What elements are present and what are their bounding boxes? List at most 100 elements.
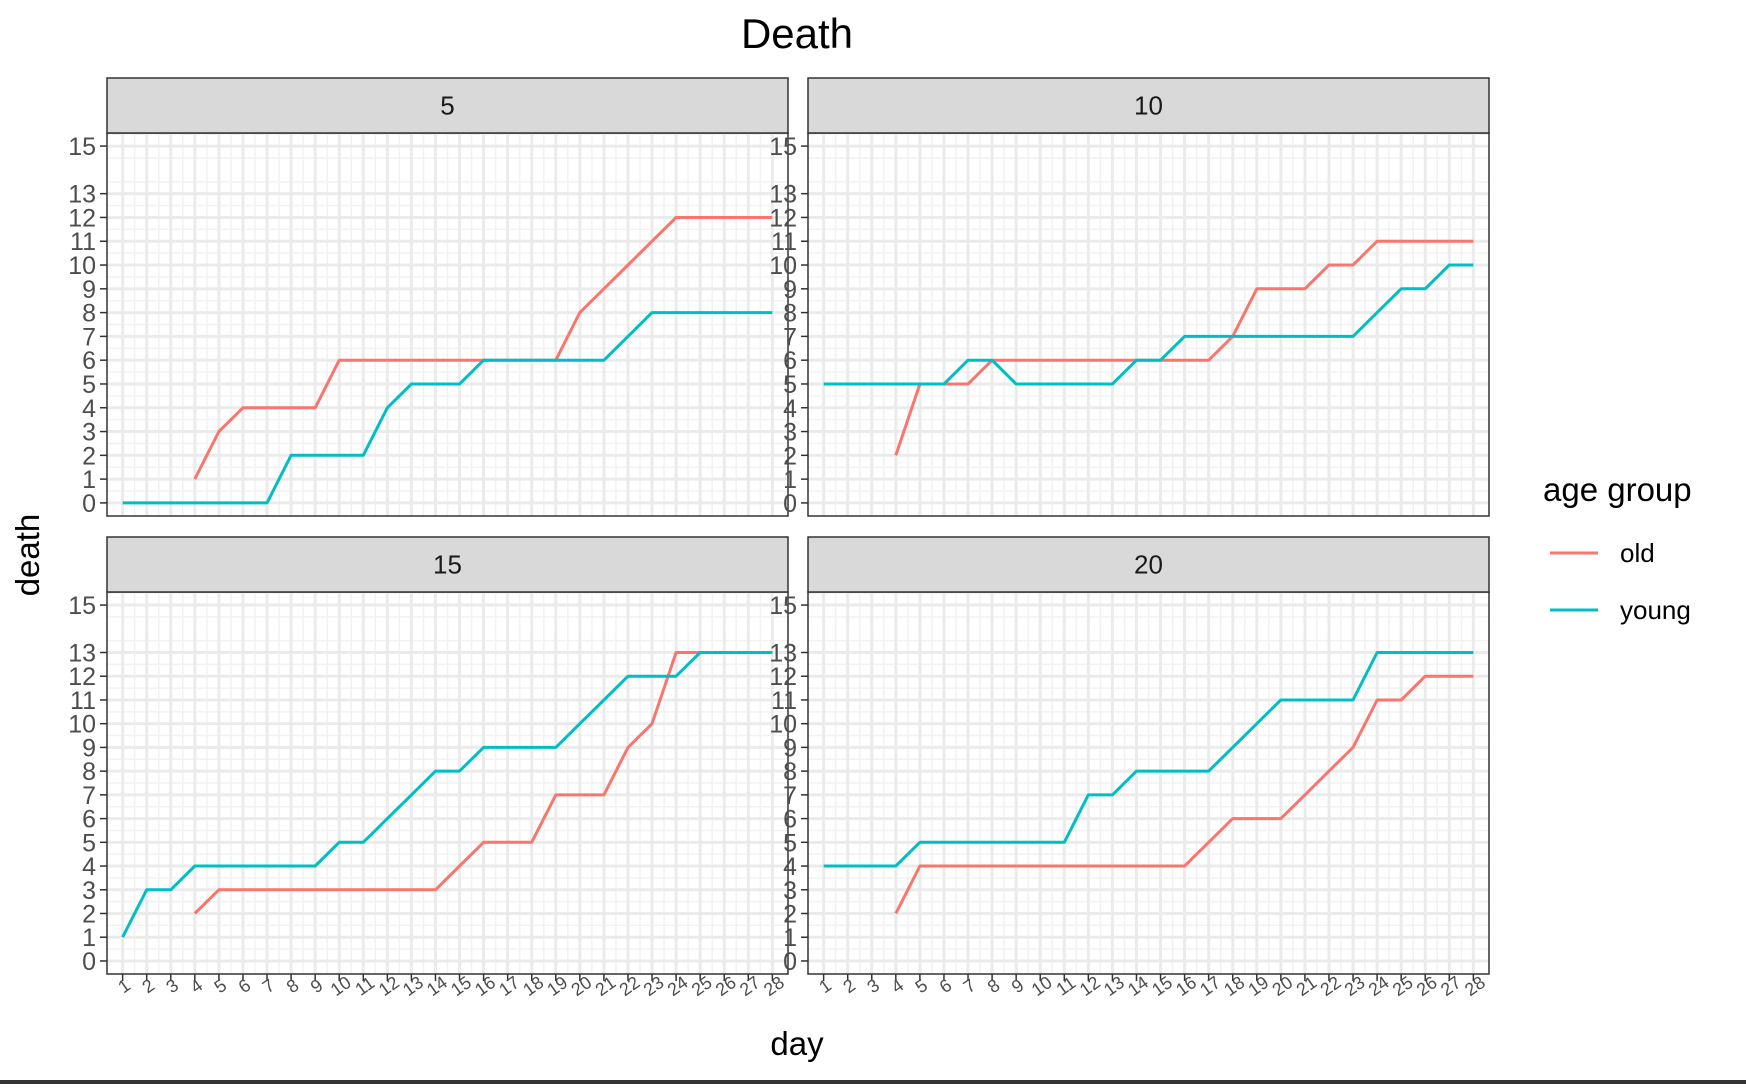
y-tick-label: 12 [68,204,96,232]
facet-strip-label: 10 [1134,91,1163,121]
y-tick-label: 7 [82,782,96,810]
x-tick-label: 20 [1268,972,1296,1000]
y-tick-label: 4 [783,395,797,423]
x-tick-label: 1 [815,975,835,997]
x-tick-label: 2 [138,975,158,997]
facet-strip-label: 15 [433,550,462,580]
x-tick-label: 28 [760,972,788,1000]
legend-entry-old: old [1550,538,1655,568]
y-tick-label: 4 [82,853,96,881]
y-tick-label: 10 [769,711,797,739]
y-tick-label: 15 [68,592,96,620]
y-tick-label: 2 [82,442,96,470]
y-tick-label: 10 [769,252,797,280]
legend-label-old: old [1620,538,1655,568]
x-tick-label: 9 [1008,975,1028,997]
grid [107,592,788,974]
legend-entry-young: young [1550,595,1691,625]
y-tick-label: 9 [783,276,797,304]
y-tick-label: 15 [68,133,96,161]
y-tick-label: 9 [783,734,797,762]
y-tick-label: 5 [783,829,797,857]
y-tick-label: 4 [783,853,797,881]
y-tick-label: 13 [769,181,797,209]
y-tick-label: 13 [68,640,96,668]
x-tick-label: 6 [235,975,255,997]
y-tick-label: 11 [771,687,797,715]
y-tick-label: 15 [769,133,797,161]
y-tick-label: 7 [82,323,96,351]
x-tick-label: 4 [187,975,207,997]
y-tick-label: 9 [82,734,96,762]
x-tick-label: 28 [1461,972,1489,1000]
y-tick-label: 1 [82,466,96,494]
y-tick-label: 10 [68,711,96,739]
y-tick-label: 5 [82,829,96,857]
y-tick-label: 0 [82,490,96,518]
x-tick-label: 13 [399,972,427,1000]
x-tick-label: 25 [688,972,716,1000]
x-tick-label: 18 [519,972,547,1000]
x-tick-label: 27 [736,972,764,1000]
x-tick-label: 22 [1317,972,1345,1000]
x-tick-label: 3 [162,975,182,997]
x-tick-label: 12 [375,972,403,1000]
y-tick-label: 8 [783,758,797,786]
chart-title: Death [741,10,853,57]
x-tick-label: 5 [912,975,932,997]
facet-strip [106,77,789,134]
x-tick-label: 26 [712,972,740,1000]
series-line-young [823,263,1474,386]
y-tick-label: 11 [70,687,96,715]
series-line-young [121,651,773,938]
x-tick-label: 21 [592,972,620,1000]
x-tick-label: 11 [351,973,378,1000]
grid [808,592,1489,974]
y-tick-label: 6 [783,806,797,834]
y-tick-label: 5 [82,371,96,399]
y-tick-label: 0 [82,948,96,976]
x-tick-label: 23 [640,972,668,1000]
y-tick-label: 9 [82,276,96,304]
x-tick-label: 22 [616,972,644,1000]
x-tick-label: 16 [1172,972,1200,1000]
x-tick-label: 24 [664,972,692,1000]
series-line-old [894,674,1474,915]
series-line-old [193,651,773,915]
x-tick-label: 4 [888,975,908,997]
y-tick-label: 12 [68,663,96,691]
facet-strip-label: 5 [440,91,454,121]
x-tick-label: 8 [984,975,1004,997]
y-tick-label: 2 [82,900,96,928]
x-tick-label: 17 [495,972,523,1000]
x-tick-label: 5 [211,975,231,997]
x-tick-label: 26 [1413,972,1441,1000]
x-tick-label: 24 [1365,972,1393,1000]
y-tick-label: 7 [783,782,797,810]
y-tick-label: 5 [783,371,797,399]
y-tick-label: 13 [68,181,96,209]
facet-strip [807,536,1490,593]
y-tick-label: 0 [783,490,797,518]
x-axis-label: day [770,1025,824,1062]
x-tick-label: 9 [307,975,327,997]
x-tick-label: 15 [447,972,475,1000]
x-tick-label: 19 [1244,972,1272,1000]
y-tick-label: 10 [68,252,96,280]
y-tick-label: 8 [783,300,797,328]
y-tick-label: 3 [783,877,797,905]
y-axis-label: death [9,514,46,597]
facet-strip-label: 20 [1134,550,1163,580]
legend: age group old young [1543,471,1692,625]
y-tick-label: 12 [769,663,797,691]
x-axis: 1 2 3 4 5 6 7 8 9 1011121314151617181920212223242… [815,972,1488,1000]
y-tick-label: 4 [82,395,96,423]
facet-strip [807,77,1490,134]
